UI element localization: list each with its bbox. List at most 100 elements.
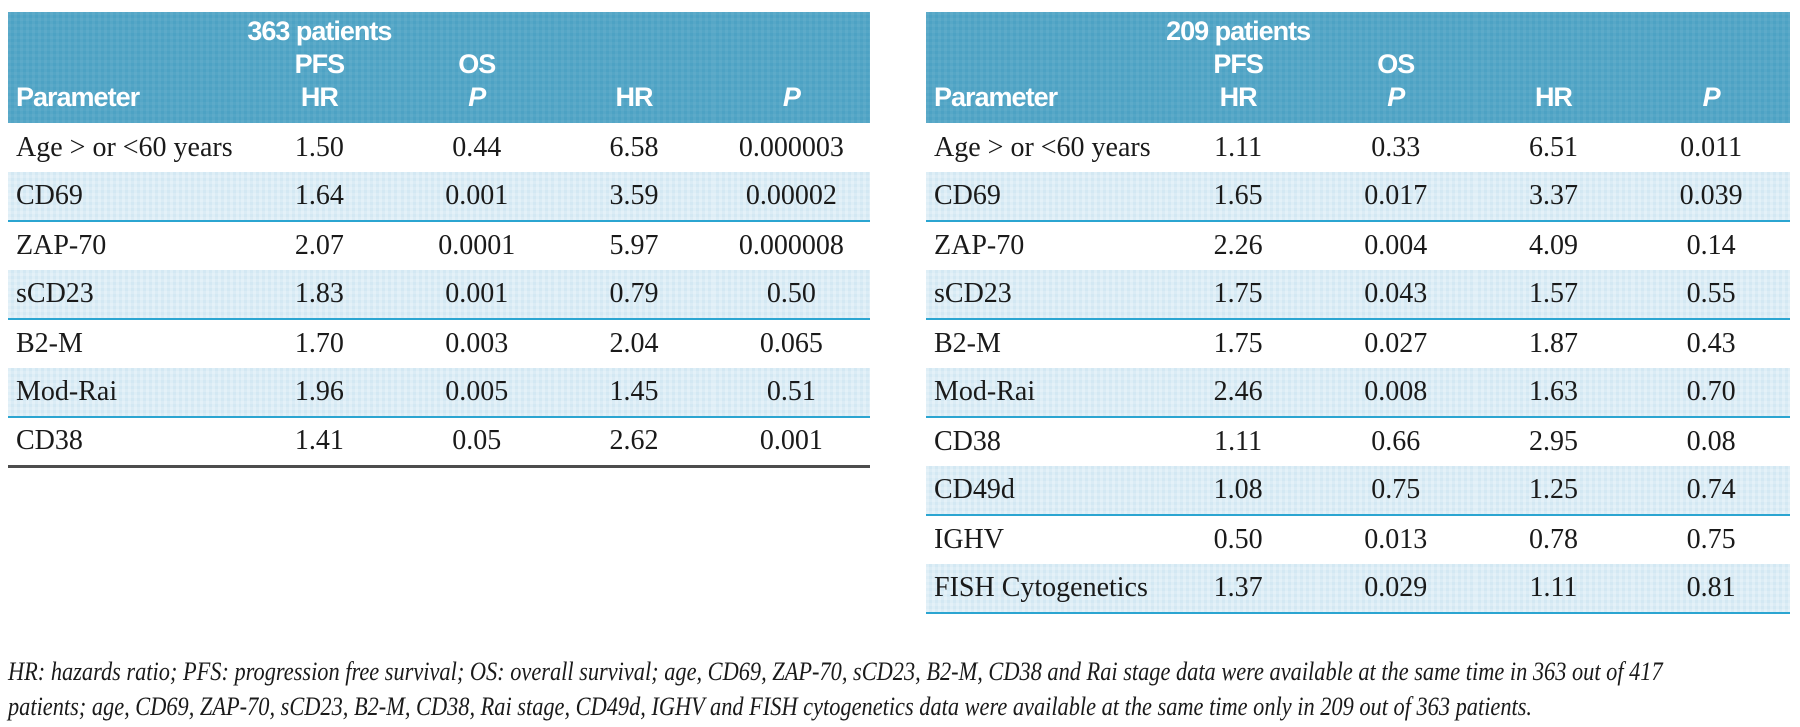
column-header-os-p: P bbox=[1632, 12, 1790, 123]
column-header-os-p: P bbox=[712, 12, 870, 123]
value-cell: 1.83 bbox=[240, 270, 399, 320]
table-row: CD69 1.64 0.001 3.59 0.00002 bbox=[8, 172, 870, 222]
value-cell: 5.97 bbox=[609, 230, 659, 261]
value-cell: 0.50 bbox=[712, 270, 870, 320]
table-row: sCD23 1.75 0.043 1.57 0.55 bbox=[926, 270, 1790, 320]
value-cell: 0.039 bbox=[1632, 172, 1790, 222]
table-footnote: HR: hazards ratio; PFS: progression free… bbox=[8, 654, 1663, 724]
parameter-cell: sCD23 bbox=[926, 270, 1160, 320]
parameter-cell: Age > or <60 years bbox=[16, 131, 233, 163]
value-cell: 1.64 bbox=[240, 172, 399, 222]
parameter-cell: ZAP-70 bbox=[934, 230, 1025, 261]
header-row: Parameter 209 patients PFS HR OS P HR P bbox=[926, 12, 1790, 123]
value-cell: 0.027 bbox=[1364, 328, 1428, 359]
patients-count-label: 209 patients bbox=[1166, 16, 1311, 46]
table-209-body: Age > or <60 years 1.11 0.33 6.51 0.011 CD69 1… bbox=[926, 123, 1790, 614]
value-cell: 1.25 bbox=[1474, 466, 1633, 516]
table-row: Age > or <60 years 1.11 0.33 6.51 0.011 bbox=[926, 123, 1790, 172]
value-cell: 0.66 bbox=[1371, 426, 1421, 457]
pfs-group-label: PFS bbox=[294, 49, 346, 79]
table-row: ZAP-70 2.07 0.0001 5.97 0.000008 bbox=[8, 221, 870, 270]
value-cell: 0.003 bbox=[445, 328, 509, 359]
column-header-os-hr: HR bbox=[1474, 12, 1633, 123]
footnote-line-2: patients; age, CD69, ZAP-70, sCD23, B2-M… bbox=[8, 692, 1533, 721]
value-cell: 0.05 bbox=[452, 425, 502, 457]
value-cell: 2.95 bbox=[1528, 426, 1578, 457]
pfs-group-label: PFS bbox=[1213, 49, 1264, 79]
value-cell: 3.37 bbox=[1474, 172, 1633, 222]
value-cell: 0.011 bbox=[1680, 131, 1743, 163]
value-cell: 0.001 bbox=[759, 425, 823, 457]
table-363-patients: Parameter 363 patients PFS HR OS P HR P bbox=[8, 12, 870, 468]
value-cell: 0.004 bbox=[1364, 230, 1428, 261]
hr-label: HR bbox=[615, 82, 654, 112]
table-row: CD49d 1.08 0.75 1.25 0.74 bbox=[926, 466, 1790, 516]
table-row: CD38 1.41 0.05 2.62 0.001 bbox=[8, 417, 870, 466]
column-header-parameter: Parameter bbox=[8, 12, 241, 123]
value-cell: 1.63 bbox=[1474, 368, 1633, 418]
value-cell: 0.00002 bbox=[712, 172, 870, 222]
os-group-label: OS bbox=[458, 49, 496, 79]
parameter-cell: CD69 bbox=[8, 172, 241, 222]
value-cell: 1.41 bbox=[294, 425, 344, 457]
value-cell: 0.08 bbox=[1686, 426, 1736, 457]
value-cell: 1.75 bbox=[1159, 270, 1317, 320]
parameter-label: Parameter bbox=[16, 82, 140, 112]
value-cell: 0.75 bbox=[1686, 524, 1736, 555]
value-cell: 1.57 bbox=[1474, 270, 1633, 320]
value-cell: 2.46 bbox=[1159, 368, 1317, 418]
parameter-cell: IGHV bbox=[934, 524, 1004, 555]
parameter-cell: Mod-Rai bbox=[926, 368, 1160, 418]
parameter-cell: CD38 bbox=[16, 425, 83, 457]
table-row: Mod-Rai 2.46 0.008 1.63 0.70 bbox=[926, 368, 1790, 418]
p-label: P bbox=[468, 82, 486, 112]
column-header-parameter: Parameter bbox=[926, 12, 1160, 123]
column-header-pfs-p: OS P bbox=[398, 12, 556, 123]
value-cell: 0.005 bbox=[398, 368, 556, 418]
header-row: Parameter 363 patients PFS HR OS P HR P bbox=[8, 12, 870, 123]
parameter-cell: Age > or <60 years bbox=[934, 131, 1151, 163]
value-cell: 1.75 bbox=[1213, 328, 1263, 359]
value-cell: 0.14 bbox=[1686, 230, 1736, 261]
value-cell: 1.45 bbox=[555, 368, 713, 418]
value-cell: 0.065 bbox=[759, 328, 823, 359]
parameter-cell: ZAP-70 bbox=[16, 230, 107, 261]
parameter-cell: CD38 bbox=[934, 426, 1001, 457]
value-cell: 0.75 bbox=[1316, 466, 1475, 516]
parameter-cell: CD49d bbox=[926, 466, 1160, 516]
parameter-cell: Mod-Rai bbox=[8, 368, 241, 418]
hr-label: HR bbox=[1534, 82, 1573, 112]
parameter-label: Parameter bbox=[934, 82, 1058, 112]
p-label: P bbox=[782, 82, 801, 112]
value-cell: 6.51 bbox=[1528, 131, 1578, 163]
value-cell: 1.65 bbox=[1159, 172, 1317, 222]
value-cell: 3.59 bbox=[555, 172, 713, 222]
parameter-cell: B2-M bbox=[16, 328, 83, 359]
patients-count-label: 363 patients bbox=[247, 16, 392, 46]
value-cell: 0.001 bbox=[398, 172, 556, 222]
footnote-line-1: HR: hazards ratio; PFS: progression free… bbox=[8, 657, 1663, 686]
value-cell: 0.001 bbox=[398, 270, 556, 320]
value-cell: 1.08 bbox=[1159, 466, 1317, 516]
value-cell: 0.013 bbox=[1364, 524, 1428, 555]
table-209-patients: Parameter 209 patients PFS HR OS P HR P bbox=[926, 12, 1790, 614]
table-row: Age > or <60 years 1.50 0.44 6.58 0.000003 bbox=[8, 123, 870, 172]
value-cell: 2.04 bbox=[609, 328, 659, 359]
table-row: IGHV 0.50 0.013 0.78 0.75 bbox=[926, 515, 1790, 564]
table-row: B2-M 1.75 0.027 1.87 0.43 bbox=[926, 319, 1790, 368]
value-cell: 2.62 bbox=[609, 425, 659, 457]
parameter-cell: CD69 bbox=[926, 172, 1160, 222]
p-label: P bbox=[1702, 82, 1721, 112]
value-cell: 1.37 bbox=[1159, 564, 1317, 614]
value-cell: 0.81 bbox=[1632, 564, 1790, 614]
value-cell: 0.0001 bbox=[438, 230, 516, 261]
table-row: FISH Cytogenetics 1.37 0.029 1.11 0.81 bbox=[926, 564, 1790, 614]
tables-container: Parameter 363 patients PFS HR OS P HR P bbox=[8, 12, 1790, 614]
table-row: sCD23 1.83 0.001 0.79 0.50 bbox=[8, 270, 870, 320]
parameter-cell: sCD23 bbox=[8, 270, 241, 320]
table-363-body: Age > or <60 years 1.50 0.44 6.58 0.000003 CD… bbox=[8, 123, 870, 466]
column-header-os-hr: HR bbox=[555, 12, 713, 123]
value-cell: 0.44 bbox=[452, 131, 502, 163]
value-cell: 1.70 bbox=[294, 328, 344, 359]
table-row: Mod-Rai 1.96 0.005 1.45 0.51 bbox=[8, 368, 870, 418]
